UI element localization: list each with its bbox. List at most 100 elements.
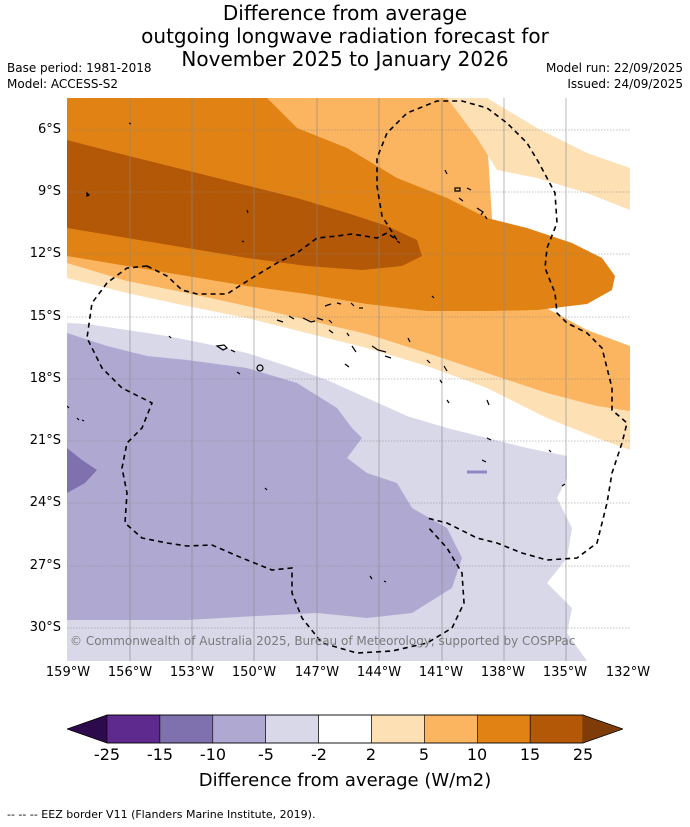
colorbar [67, 714, 623, 744]
colorbar-tick: 10 [466, 745, 488, 764]
island [548, 449, 552, 453]
shade-neg5to10 [67, 333, 462, 620]
island [128, 122, 132, 125]
island [369, 575, 373, 580]
lon-label: 135°W [542, 665, 588, 680]
island [484, 215, 488, 220]
island [241, 240, 245, 243]
colorbar-bin [529, 714, 584, 744]
lat-label: 6°S [37, 122, 61, 137]
island [446, 399, 450, 404]
colorbar-bin [424, 714, 478, 744]
lat-label: 24°S [29, 495, 61, 510]
colorbar-tick: -25 [93, 745, 121, 764]
colorbar-bins [106, 714, 584, 744]
colorbar-tick: 5 [418, 745, 430, 764]
title-line-1: Difference from average [222, 1, 468, 25]
eez-border-french-polynesia [146, 100, 628, 561]
island [396, 240, 401, 244]
lon-label: 144°W [356, 665, 402, 680]
lon-label: 153°W [169, 665, 215, 680]
island [476, 207, 484, 216]
island [561, 483, 566, 487]
meta-left: Base period: 1981-2018 Model: ACCESS-S2 [7, 60, 152, 92]
island [346, 332, 350, 337]
colorbar-bin [476, 714, 531, 744]
island [439, 379, 443, 384]
island [486, 399, 490, 406]
island [384, 355, 392, 359]
lat-label: 9°S [37, 184, 61, 199]
colorbar-tick: -10 [199, 745, 227, 764]
island [431, 295, 435, 299]
colorbar-tick: -5 [258, 745, 274, 764]
model-text: Model: ACCESS-S2 [7, 77, 119, 91]
eez-border-cook-islands [86, 265, 465, 654]
title-line-2: outgoing longwave radiation forecast for [141, 24, 549, 48]
island [76, 417, 80, 421]
lon-label: 141°W [418, 665, 464, 680]
island [344, 363, 350, 368]
island [246, 209, 249, 214]
colorbar-tick: -15 [146, 745, 174, 764]
colorbar-bin [371, 714, 425, 744]
lon-label: 150°W [231, 665, 277, 680]
island [316, 317, 324, 321]
island [454, 187, 461, 192]
eez-borders [86, 100, 628, 654]
lat-gridlines [67, 129, 630, 629]
island [466, 187, 472, 191]
island [328, 329, 334, 334]
island [168, 335, 172, 339]
colorbar-extend-low [67, 715, 107, 743]
lat-label: 12°S [29, 246, 61, 261]
island [256, 364, 264, 372]
lat-label: 15°S [29, 309, 61, 324]
base-period-text: Base period: 1981-2018 [7, 61, 152, 75]
island [81, 419, 85, 422]
island [350, 302, 355, 307]
island [67, 405, 70, 409]
island [458, 197, 464, 202]
island [264, 487, 268, 491]
lon-label: 147°W [294, 665, 340, 680]
island [351, 345, 357, 353]
island [276, 319, 284, 323]
shade-2to5-top [447, 98, 630, 210]
lat-label: 21°S [29, 433, 61, 448]
island [383, 580, 387, 583]
colorbar-bin [106, 714, 161, 744]
copyright-text: © Commonwealth of Australia 2025, Bureau… [70, 634, 576, 648]
island [444, 169, 448, 175]
island [230, 349, 236, 353]
lat-label: 27°S [29, 558, 61, 573]
island [328, 319, 333, 324]
colorbar-title: Difference from average (W/m2) [198, 770, 492, 791]
colorbar-extend-high [583, 715, 623, 743]
shade-10to15 [67, 98, 615, 311]
colorbar-tick: 25 [572, 745, 594, 764]
colorbar-bin [318, 714, 372, 744]
coastlines [67, 122, 566, 583]
island [481, 459, 487, 463]
colorbar-bin [265, 714, 319, 744]
shade-15to25 [67, 140, 422, 270]
lon-gridlines [129, 98, 567, 661]
island [302, 317, 316, 323]
island [407, 337, 411, 343]
lon-label: 132°W [605, 665, 651, 680]
colorbar-bin [212, 714, 267, 744]
island [486, 437, 492, 441]
island [426, 359, 431, 364]
shade-neg10to15 [67, 448, 97, 493]
map-svg [67, 98, 630, 661]
island [371, 345, 387, 353]
lon-label: 156°W [107, 665, 153, 680]
lon-label: 138°W [480, 665, 526, 680]
island [324, 303, 332, 307]
colorbar-outline [67, 714, 623, 744]
colorbar-tick: 15 [519, 745, 541, 764]
colorbar-bin [159, 714, 214, 744]
island [86, 191, 91, 197]
map-panel [67, 98, 630, 661]
